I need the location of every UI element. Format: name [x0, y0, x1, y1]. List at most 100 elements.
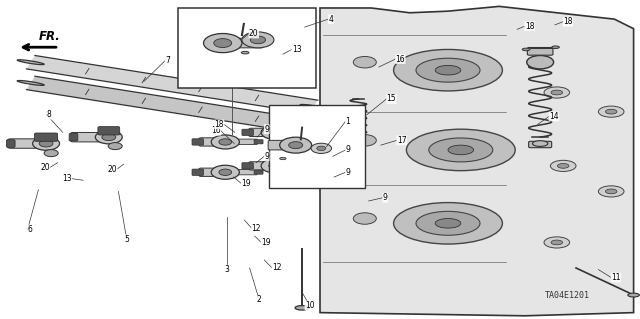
Ellipse shape	[552, 46, 559, 48]
Text: 13: 13	[292, 45, 301, 54]
Text: 7: 7	[165, 56, 170, 65]
Circle shape	[214, 39, 232, 48]
Text: 2: 2	[257, 295, 262, 304]
Ellipse shape	[557, 163, 569, 168]
FancyBboxPatch shape	[199, 168, 222, 176]
Text: FR.: FR.	[38, 30, 60, 43]
FancyBboxPatch shape	[98, 127, 120, 135]
Ellipse shape	[532, 141, 548, 146]
Circle shape	[353, 135, 376, 146]
Text: 17: 17	[397, 136, 406, 145]
Text: 1: 1	[346, 117, 350, 126]
FancyBboxPatch shape	[236, 169, 257, 175]
Text: 16: 16	[211, 126, 221, 135]
Ellipse shape	[551, 240, 563, 245]
Circle shape	[280, 137, 312, 153]
Ellipse shape	[448, 145, 474, 155]
Text: 14: 14	[549, 112, 559, 121]
Circle shape	[250, 36, 266, 44]
Text: 9: 9	[346, 145, 351, 154]
Ellipse shape	[394, 203, 502, 244]
Circle shape	[289, 142, 303, 149]
Text: 4: 4	[328, 15, 333, 24]
Circle shape	[219, 169, 232, 175]
Polygon shape	[26, 76, 318, 134]
Text: 18: 18	[563, 17, 573, 26]
Ellipse shape	[429, 138, 493, 162]
Polygon shape	[26, 56, 318, 114]
Circle shape	[219, 139, 232, 145]
Ellipse shape	[598, 186, 624, 197]
Ellipse shape	[17, 80, 44, 85]
Text: 18: 18	[214, 120, 224, 129]
Ellipse shape	[628, 293, 639, 297]
Ellipse shape	[406, 129, 515, 171]
Text: 3: 3	[225, 265, 230, 274]
Circle shape	[317, 146, 326, 151]
Ellipse shape	[241, 51, 249, 54]
Circle shape	[269, 163, 282, 169]
FancyBboxPatch shape	[304, 130, 313, 134]
Text: 9: 9	[264, 125, 269, 134]
Text: 12: 12	[252, 224, 261, 233]
Text: 12: 12	[272, 263, 282, 272]
Circle shape	[204, 33, 242, 53]
Circle shape	[211, 135, 239, 149]
FancyBboxPatch shape	[527, 48, 553, 55]
FancyBboxPatch shape	[249, 162, 272, 170]
Text: 20: 20	[249, 29, 259, 38]
Ellipse shape	[551, 90, 563, 95]
Ellipse shape	[544, 87, 570, 98]
Text: 11: 11	[611, 273, 621, 282]
Ellipse shape	[544, 237, 570, 248]
FancyBboxPatch shape	[218, 38, 263, 48]
FancyBboxPatch shape	[69, 133, 78, 141]
Text: 18: 18	[525, 22, 534, 31]
Text: 8: 8	[47, 110, 51, 119]
FancyBboxPatch shape	[199, 138, 222, 146]
FancyBboxPatch shape	[529, 141, 552, 148]
FancyBboxPatch shape	[285, 163, 307, 168]
Bar	[269, 105, 365, 188]
FancyBboxPatch shape	[242, 129, 253, 136]
Bar	[178, 8, 316, 88]
FancyBboxPatch shape	[35, 133, 58, 141]
Ellipse shape	[605, 189, 617, 194]
Circle shape	[353, 213, 376, 224]
Circle shape	[108, 143, 122, 150]
Ellipse shape	[522, 48, 530, 51]
Ellipse shape	[280, 158, 286, 160]
Text: 19: 19	[261, 238, 271, 247]
FancyBboxPatch shape	[254, 170, 263, 174]
Text: 16: 16	[396, 55, 405, 63]
FancyBboxPatch shape	[236, 139, 257, 145]
Text: TA04E1201: TA04E1201	[545, 291, 590, 300]
Text: 13: 13	[62, 174, 72, 183]
FancyBboxPatch shape	[8, 139, 47, 148]
Ellipse shape	[394, 49, 502, 91]
Circle shape	[261, 125, 289, 139]
Circle shape	[242, 32, 274, 48]
FancyBboxPatch shape	[70, 132, 109, 142]
Text: 9: 9	[346, 168, 351, 177]
Circle shape	[95, 130, 122, 144]
Circle shape	[33, 137, 60, 150]
FancyBboxPatch shape	[285, 130, 307, 135]
FancyBboxPatch shape	[254, 140, 263, 144]
FancyBboxPatch shape	[249, 128, 272, 137]
Circle shape	[269, 129, 282, 136]
Polygon shape	[320, 6, 634, 316]
Text: 6: 6	[28, 225, 33, 234]
Circle shape	[261, 159, 289, 173]
Circle shape	[102, 134, 116, 141]
Ellipse shape	[435, 65, 461, 75]
Ellipse shape	[17, 60, 44, 65]
FancyBboxPatch shape	[242, 163, 253, 169]
Ellipse shape	[416, 211, 480, 235]
Ellipse shape	[598, 106, 624, 117]
Circle shape	[311, 143, 332, 153]
Text: 5: 5	[124, 235, 129, 244]
Ellipse shape	[300, 104, 327, 109]
Text: 9: 9	[383, 193, 388, 202]
Ellipse shape	[605, 109, 617, 114]
